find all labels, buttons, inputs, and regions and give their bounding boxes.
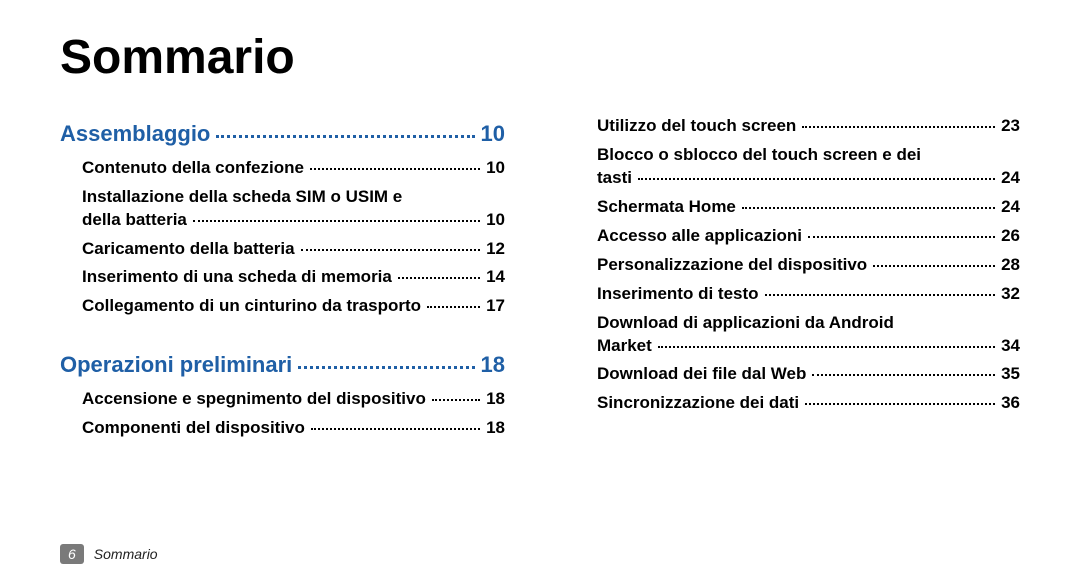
toc-leader-dots: [432, 399, 480, 401]
toc-entry-label: Contenuto della confezione: [82, 157, 304, 180]
toc-entry-tail: della batteria 10: [82, 209, 505, 232]
toc-entry-page: 35: [1001, 363, 1020, 386]
toc-entry-label-line2: Market: [597, 335, 652, 358]
toc-entry-label: Accesso alle applicazioni: [597, 225, 802, 248]
toc-leader-dots: [193, 220, 480, 222]
toc-leader-dots: [765, 294, 996, 296]
toc-entry-page: 18: [486, 388, 505, 411]
toc-entry-page: 24: [1001, 167, 1020, 190]
footer-page-number: 6: [60, 544, 84, 564]
toc-entry[interactable]: Contenuto della confezione 10: [60, 157, 505, 180]
toc-entry-page: 12: [486, 238, 505, 261]
toc-leader-dots: [427, 306, 480, 308]
toc-entry[interactable]: Accensione e spegnimento del dispositivo…: [60, 388, 505, 411]
toc-entry-label: Accensione e spegnimento del dispositivo: [82, 388, 426, 411]
toc-leader-dots: [310, 168, 480, 170]
toc-entry-page: 28: [1001, 254, 1020, 277]
toc-leader-dots: [658, 346, 995, 348]
toc-leader-dots: [638, 178, 995, 180]
toc-entry-label: Inserimento di una scheda di memoria: [82, 266, 392, 289]
toc-section-page: 10: [481, 119, 505, 149]
toc-entry-label: Personalizzazione del dispositivo: [597, 254, 867, 277]
toc-section-heading[interactable]: Assemblaggio 10: [60, 119, 505, 149]
toc-leader-dots: [301, 249, 481, 251]
toc-leader-dots: [808, 236, 995, 238]
toc-leader-dots: [873, 265, 995, 267]
toc-entry[interactable]: Download di applicazioni da AndroidMarke…: [575, 312, 1020, 358]
toc-column-right: Utilizzo del touch screen 23 Blocco o sblo…: [575, 115, 1020, 446]
toc-leader-dots: [311, 428, 480, 430]
toc-entry-page: 23: [1001, 115, 1020, 138]
toc-entry-label: Schermata Home: [597, 196, 736, 219]
toc-columns: Assemblaggio10Contenuto della confezione…: [60, 115, 1020, 446]
toc-entry[interactable]: Accesso alle applicazioni 26: [575, 225, 1020, 248]
toc-entry-label: Utilizzo del touch screen: [597, 115, 796, 138]
toc-entry-page: 10: [486, 209, 505, 232]
toc-entry[interactable]: Personalizzazione del dispositivo 28: [575, 254, 1020, 277]
toc-entry-label: Collegamento di un cinturino da trasport…: [82, 295, 421, 318]
toc-entry-page: 32: [1001, 283, 1020, 306]
page-footer: 6 Sommario: [60, 544, 158, 564]
toc-entry[interactable]: Utilizzo del touch screen 23: [575, 115, 1020, 138]
toc-entry-page: 18: [486, 417, 505, 440]
toc-leader-dots: [216, 135, 474, 138]
toc-entry[interactable]: Blocco o sblocco del touch screen e deit…: [575, 144, 1020, 190]
toc-leader-dots: [298, 366, 474, 369]
toc-entry-label: Caricamento della batteria: [82, 238, 295, 261]
toc-section-label: Operazioni preliminari: [60, 350, 292, 380]
toc-entry[interactable]: Inserimento di una scheda di memoria 14: [60, 266, 505, 289]
toc-entry[interactable]: Installazione della scheda SIM o USIM ed…: [60, 186, 505, 232]
toc-entry-page: 24: [1001, 196, 1020, 219]
toc-entry[interactable]: Collegamento di un cinturino da trasport…: [60, 295, 505, 318]
toc-section-page: 18: [481, 350, 505, 380]
toc-entry-page: 10: [486, 157, 505, 180]
toc-entry-label: Componenti del dispositivo: [82, 417, 305, 440]
toc-entry-label-line2: tasti: [597, 167, 632, 190]
page-title: Sommario: [60, 30, 1020, 85]
toc-entry-label-line1: Download di applicazioni da Android: [597, 312, 1020, 335]
toc-entry-page: 36: [1001, 392, 1020, 415]
toc-entry-tail: Market 34: [597, 335, 1020, 358]
toc-entry-page: 34: [1001, 335, 1020, 358]
toc-leader-dots: [805, 403, 995, 405]
footer-label: Sommario: [94, 546, 158, 562]
toc-column-left: Assemblaggio10Contenuto della confezione…: [60, 115, 505, 446]
toc-leader-dots: [802, 126, 995, 128]
toc-entry-page: 14: [486, 266, 505, 289]
toc-entry-page: 17: [486, 295, 505, 318]
toc-entry[interactable]: Sincronizzazione dei dati 36: [575, 392, 1020, 415]
toc-entry-page: 26: [1001, 225, 1020, 248]
toc-entry[interactable]: Componenti del dispositivo 18: [60, 417, 505, 440]
toc-leader-dots: [742, 207, 995, 209]
toc-entry-label: Download dei file dal Web: [597, 363, 806, 386]
toc-entry-label-line2: della batteria: [82, 209, 187, 232]
toc-entry[interactable]: Schermata Home 24: [575, 196, 1020, 219]
toc-entry-tail: tasti 24: [597, 167, 1020, 190]
toc-entry-label-line1: Blocco o sblocco del touch screen e dei: [597, 144, 1020, 167]
toc-page: Sommario Assemblaggio10Contenuto della c…: [0, 0, 1080, 586]
toc-leader-dots: [398, 277, 480, 279]
toc-entry[interactable]: Download dei file dal Web 35: [575, 363, 1020, 386]
toc-leader-dots: [812, 374, 995, 376]
toc-entry[interactable]: Caricamento della batteria 12: [60, 238, 505, 261]
toc-entry-label: Sincronizzazione dei dati: [597, 392, 799, 415]
toc-entry-label-line1: Installazione della scheda SIM o USIM e: [82, 186, 505, 209]
toc-entry[interactable]: Inserimento di testo 32: [575, 283, 1020, 306]
toc-section-heading[interactable]: Operazioni preliminari 18: [60, 350, 505, 380]
toc-gap: [60, 324, 505, 346]
toc-entry-label: Inserimento di testo: [597, 283, 759, 306]
toc-section-label: Assemblaggio: [60, 119, 210, 149]
